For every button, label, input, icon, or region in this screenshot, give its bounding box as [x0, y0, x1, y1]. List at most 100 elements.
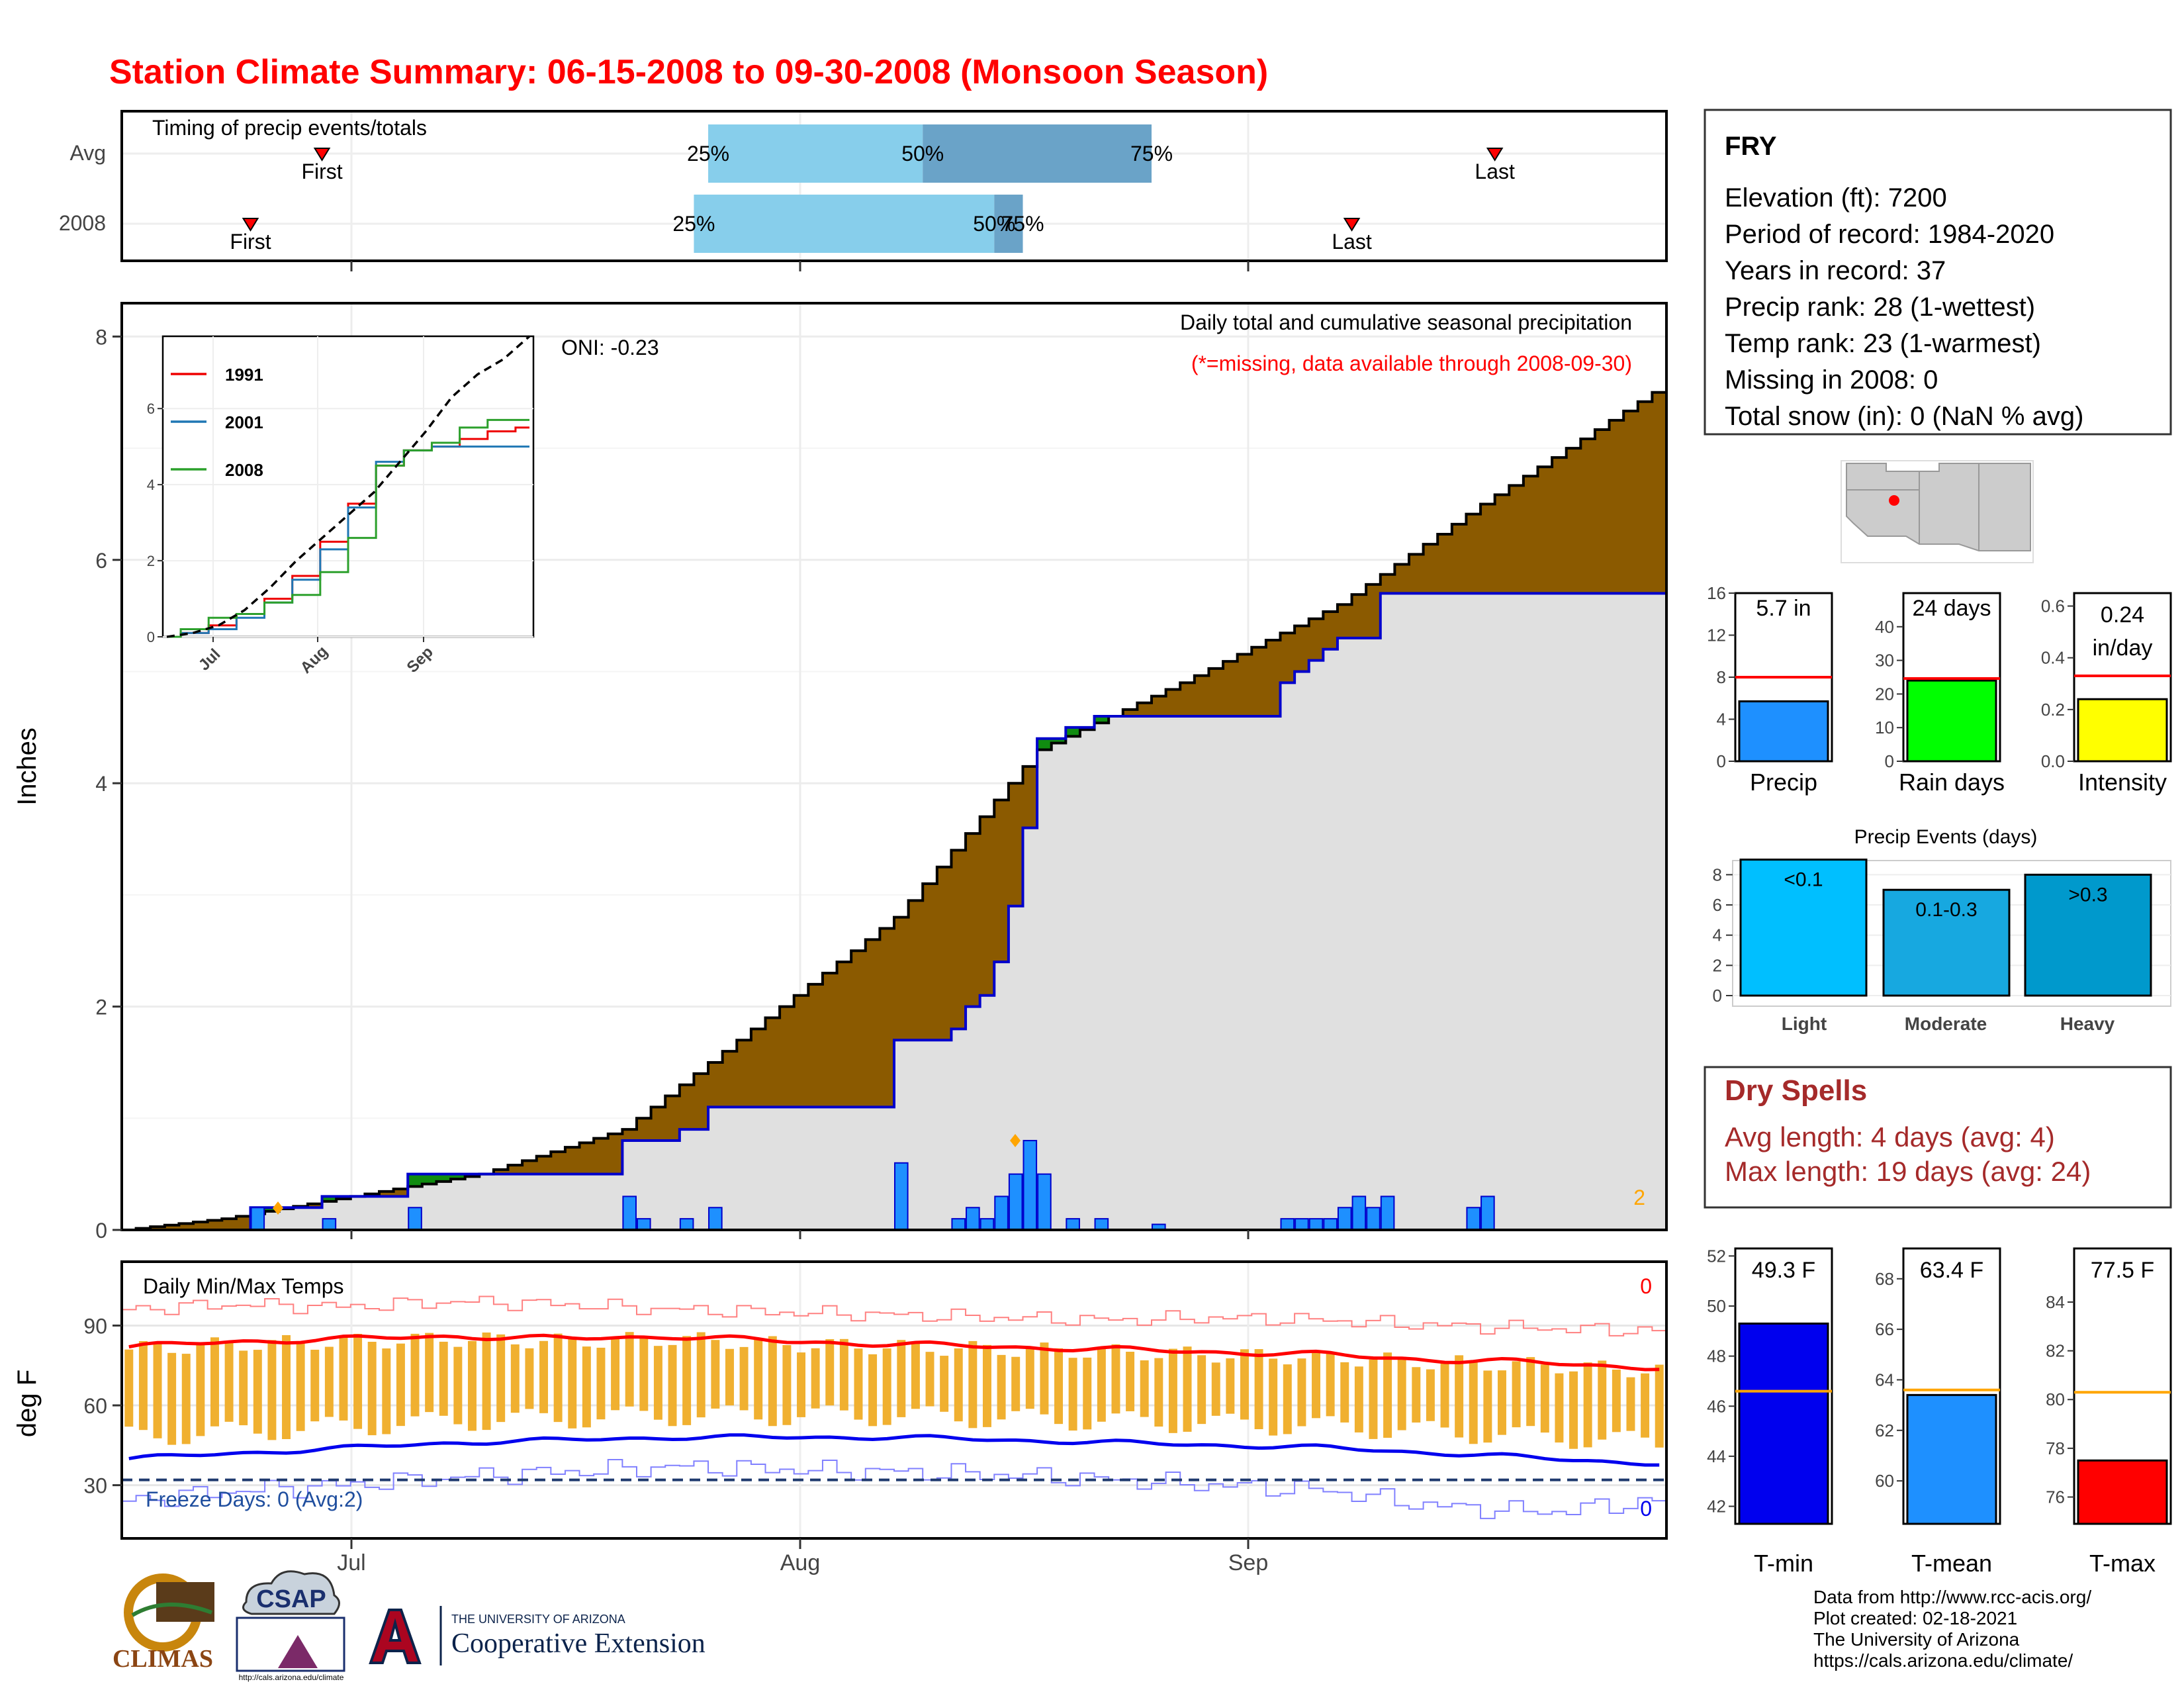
summary-intensity-label: Intensity — [2078, 769, 2167, 796]
daily-precip-bar-6 — [708, 1207, 723, 1231]
daily-temp-bar-76 — [1211, 1362, 1220, 1416]
daily-precip-bar-4 — [637, 1218, 651, 1231]
station-name: FRY — [1725, 132, 1777, 161]
dry-spells-title: Dry Spells — [1725, 1074, 1867, 1107]
station-years: Years in record: 37 — [1725, 256, 1946, 285]
daily-temp-bar-46 — [782, 1344, 792, 1425]
daily-temp-bar-7 — [224, 1342, 234, 1422]
daily-temp-bar-49 — [825, 1339, 835, 1406]
summary-precip-value: 5.7 in — [1756, 596, 1811, 621]
temp-summary-tick-label-0-1: 44 — [1707, 1446, 1726, 1466]
daily-temp-bar-8 — [239, 1350, 248, 1426]
oni-value: ONI: -0.23 — [561, 336, 659, 359]
daily-precip-bar-1 — [322, 1218, 337, 1231]
daily-temp-bar-85 — [1340, 1362, 1349, 1423]
summary-tick-label-0-0: 0 — [1717, 751, 1726, 771]
temp-ytick-label-1: 60 — [83, 1394, 107, 1418]
temp-summary-tick-label-1-0: 60 — [1875, 1471, 1894, 1491]
daily-temp-bar-25 — [482, 1332, 491, 1430]
temp-summary-tick-label-1-3: 66 — [1875, 1319, 1894, 1339]
x-label-aug: Aug — [780, 1550, 821, 1575]
daily-temp-bar-68 — [1097, 1348, 1106, 1422]
summary-bars: 5.7 in Precip 24 days Rain days 0.24 in/… — [1707, 583, 2172, 796]
summary-tick-label-1-0: 0 — [1885, 751, 1894, 771]
temp-summary-bar-2 — [2077, 1459, 2168, 1525]
last-label-0: Last — [1475, 160, 1515, 183]
daily-temp-bar-14 — [324, 1346, 334, 1417]
daily-temp-bar-38 — [668, 1344, 677, 1427]
events-tick-label-0: 0 — [1713, 986, 1722, 1006]
daily-temp-bar-64 — [1040, 1342, 1049, 1415]
daily-temp-bar-78 — [1240, 1349, 1249, 1420]
last-event-marker-icon-1 — [1343, 218, 1361, 232]
timing-p50-1: 50% — [973, 212, 1015, 236]
station-info: FRY Elevation (ft): 7200 Period of recor… — [1704, 109, 2172, 436]
daily-temp-bar-90 — [1412, 1367, 1421, 1423]
daily-temp-bar-101 — [1569, 1371, 1578, 1449]
daily-temp-bar-106 — [1641, 1373, 1650, 1438]
daily-precip-bar-7 — [894, 1162, 909, 1231]
summary-raindays-label: Rain days — [1899, 769, 2005, 796]
summary-tick-label-0-2: 8 — [1717, 667, 1726, 687]
temp-summary-tick-label-1-2: 64 — [1875, 1370, 1894, 1389]
daily-temp-bar-11 — [282, 1335, 291, 1439]
daily-precip-bar-0 — [250, 1207, 265, 1231]
daily-precip-bar-19 — [1295, 1218, 1309, 1231]
dry-spells-frame — [1704, 1066, 2172, 1209]
daily-temp-bar-95 — [1483, 1370, 1492, 1443]
daily-precip-bar-20 — [1308, 1218, 1324, 1231]
daily-temp-bar-13 — [310, 1349, 320, 1422]
ua-logo: THE UNIVERSITY OF ARIZONA Cooperative Ex… — [369, 1606, 705, 1665]
daily-temp-bar-81 — [1283, 1364, 1292, 1434]
page-title: Station Climate Summary: 06-15-2008 to 0… — [109, 53, 1268, 91]
temp-summary-tick-label-0-4: 50 — [1707, 1296, 1726, 1316]
logos: CLIMAS CSAP http://cals.arizona.edu/clim… — [113, 1570, 705, 1682]
daily-temp-bar-47 — [797, 1352, 806, 1417]
timing-bar-upper-1 — [994, 195, 1023, 253]
daily-temp-bars — [124, 1332, 1664, 1449]
events-label-light: Light — [1782, 1013, 1827, 1034]
timing-bar-lower-0 — [708, 124, 923, 183]
daily-precip-bar-18 — [1280, 1218, 1295, 1231]
daily-temp-bar-23 — [453, 1346, 463, 1425]
first-event-marker-icon-1 — [242, 218, 259, 232]
daily-temp-bar-89 — [1397, 1356, 1406, 1430]
daily-temp-bar-37 — [653, 1346, 662, 1420]
daily-temp-bar-97 — [1512, 1361, 1521, 1428]
daily-temp-bar-33 — [596, 1347, 606, 1420]
station-temp-rank: Temp rank: 23 (1-warmest) — [1725, 329, 2041, 358]
csap-logo-text: CSAP — [256, 1585, 326, 1613]
csap-mountain-icon — [278, 1635, 318, 1668]
summary-precip: 5.7 in Precip — [1734, 592, 1833, 796]
daily-temp-bar-30 — [553, 1333, 563, 1423]
last-label-1: Last — [1332, 230, 1372, 254]
daily-temp-bar-88 — [1383, 1352, 1392, 1438]
daily-temp-bar-86 — [1354, 1366, 1363, 1432]
summary-precip-label: Precip — [1750, 769, 1817, 796]
daily-temp-bar-93 — [1455, 1355, 1464, 1438]
daily-temp-bar-57 — [940, 1356, 949, 1412]
temp-panel-label: Daily Min/Max Temps — [143, 1274, 343, 1298]
summary-intensity-value-line1: 0.24 — [2101, 602, 2144, 628]
temp-panel-frame — [120, 1260, 1668, 1540]
timing-p25-0: 25% — [687, 142, 729, 165]
summary-tick-label-0-1: 4 — [1717, 710, 1726, 729]
daily-temp-bar-34 — [611, 1338, 620, 1411]
daily-temp-bar-16 — [353, 1334, 363, 1429]
daily-temp-bar-12 — [296, 1342, 305, 1431]
temp-gridlines — [122, 1262, 1666, 1538]
daily-precip-bar-26 — [1466, 1207, 1481, 1231]
daily-temp-bar-24 — [467, 1340, 477, 1431]
daily-temp-bar-15 — [339, 1336, 348, 1421]
daily-temp-bar-1 — [138, 1340, 148, 1430]
timing-bars: 25% 50% 75%25% 50%75% — [672, 124, 1173, 253]
precip-ytick-label-2: 4 — [95, 772, 107, 796]
timing-bar-lower-1 — [694, 195, 995, 253]
daily-precip-bar-10 — [979, 1218, 995, 1231]
summary-tmean-value: 63.4 F — [1920, 1258, 1983, 1283]
record-max-line — [122, 1295, 1666, 1336]
daily-temp-bar-100 — [1555, 1373, 1564, 1443]
daily-temp-bar-91 — [1426, 1369, 1435, 1421]
daily-temp-bar-82 — [1297, 1358, 1306, 1427]
daily-temp-bar-69 — [1111, 1344, 1120, 1414]
